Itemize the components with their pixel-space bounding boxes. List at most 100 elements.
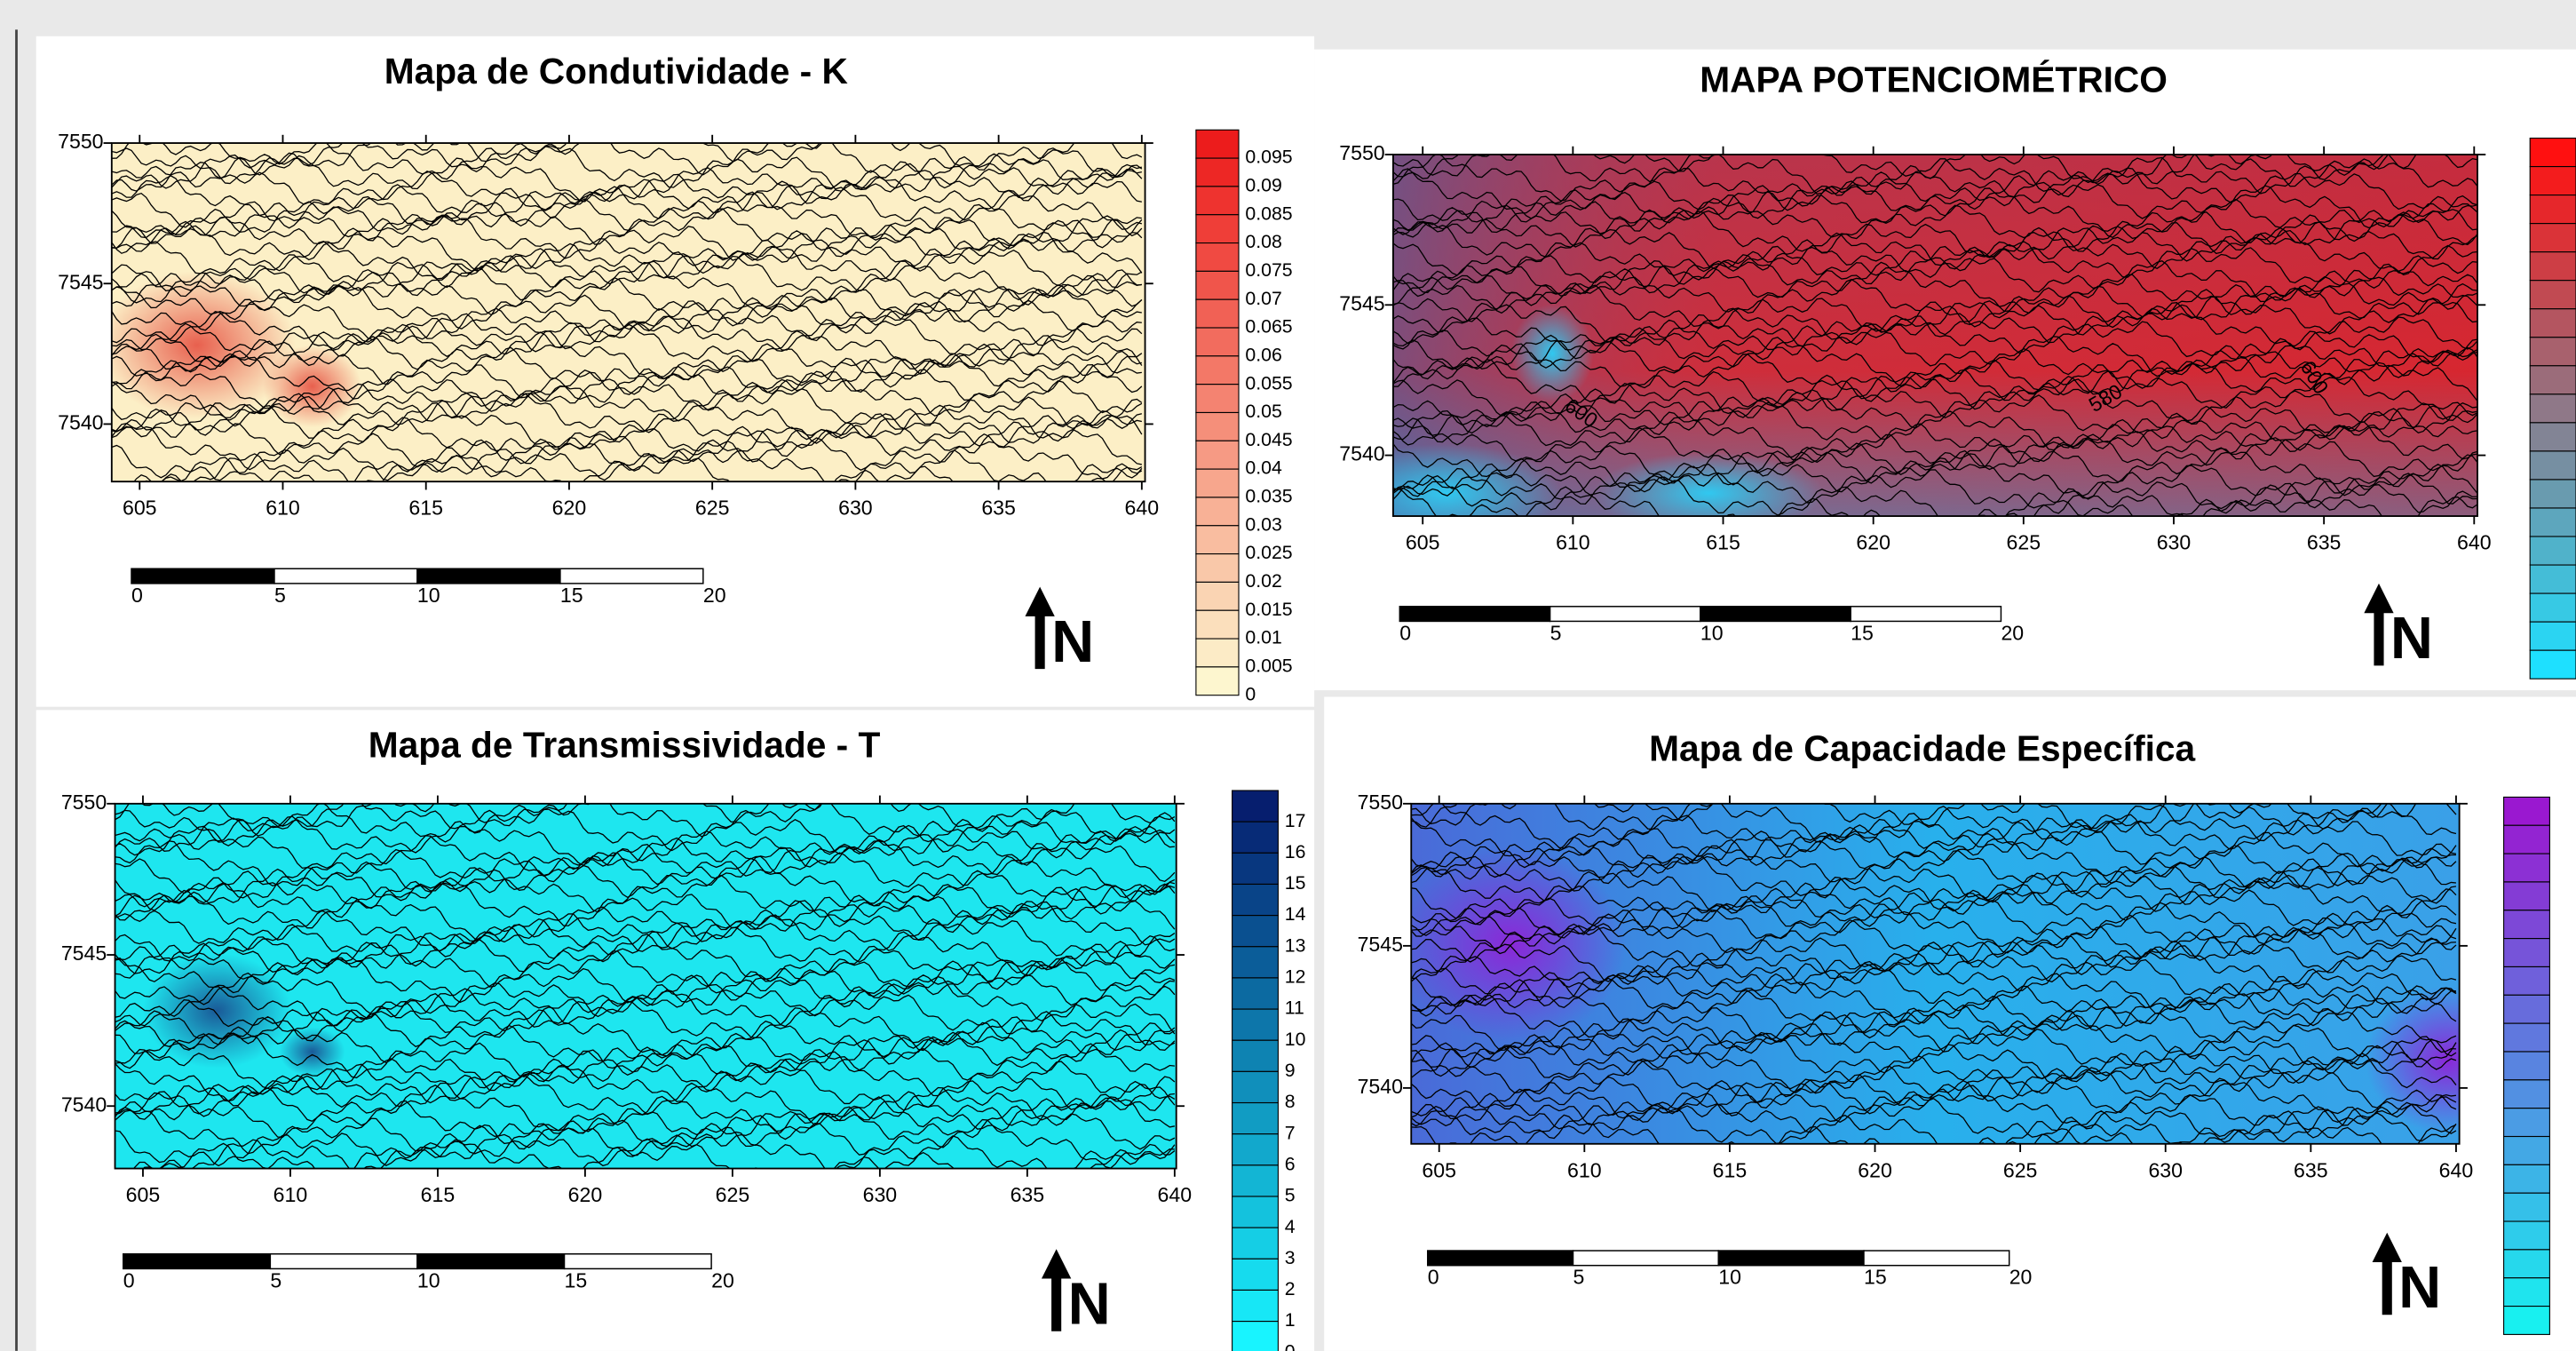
y-tick-label: 7540 xyxy=(1339,442,1384,465)
legend-swatch xyxy=(1233,791,1279,822)
scale-label: 5 xyxy=(1573,1266,1584,1289)
legend-swatch xyxy=(1233,853,1279,884)
x-tick-label: 610 xyxy=(1567,1158,1602,1181)
legend-swatch xyxy=(2530,167,2576,195)
y-tick-label: 7545 xyxy=(58,270,103,293)
legend-label: 0 xyxy=(1285,1340,1296,1351)
legend-swatch xyxy=(1233,1290,1279,1321)
x-tick-label: 625 xyxy=(2007,531,2041,554)
legend-swatch xyxy=(1196,385,1239,413)
scale-label: 20 xyxy=(703,584,726,607)
scale-label: 15 xyxy=(1851,621,1874,644)
legend-label: 0.04 xyxy=(1245,457,1282,479)
x-tick-label: 630 xyxy=(2148,1158,2183,1181)
x-tick-label: 605 xyxy=(1422,1158,1456,1181)
legend-swatch xyxy=(1196,582,1239,610)
y-tick-label: 7550 xyxy=(58,130,103,153)
legend-label: 12 xyxy=(1285,966,1306,988)
legend-swatch xyxy=(1196,328,1239,356)
scale-segment xyxy=(1700,607,1851,622)
legend-swatch xyxy=(2530,366,2576,394)
x-tick-label: 625 xyxy=(716,1183,750,1206)
legend-label: 16 xyxy=(1285,841,1306,862)
legend-swatch xyxy=(1196,610,1239,639)
x-tick-label: 635 xyxy=(2294,1158,2328,1181)
scale-label: 0 xyxy=(1399,621,1411,644)
legend-swatch xyxy=(1196,639,1239,667)
legend-swatch xyxy=(1196,497,1239,526)
scale-label: 15 xyxy=(565,1268,588,1291)
legend-swatch xyxy=(1233,1071,1279,1102)
scale-label: 20 xyxy=(2001,621,2024,644)
legend-swatch xyxy=(2504,1080,2550,1109)
scale-segment xyxy=(274,568,417,584)
legend-swatch xyxy=(1233,1103,1279,1134)
legend-swatch xyxy=(1233,1165,1279,1196)
legend-swatch xyxy=(2504,1164,2550,1193)
scale-label: 5 xyxy=(1550,621,1562,644)
legend-swatch xyxy=(1196,130,1239,158)
legend-swatch xyxy=(1233,1134,1279,1165)
y-tick-label: 7540 xyxy=(58,411,103,434)
x-tick-label: 625 xyxy=(2003,1158,2038,1181)
legend-swatch xyxy=(1233,1228,1279,1259)
x-tick-label: 615 xyxy=(408,497,443,520)
legend-swatch xyxy=(2530,565,2576,593)
scale-segment xyxy=(131,568,274,584)
legend-swatch xyxy=(2504,966,2550,995)
legend-label: 0.03 xyxy=(1245,513,1281,535)
legend-swatch xyxy=(2530,394,2576,423)
legend-label: 15 xyxy=(1285,872,1306,894)
legend-swatch xyxy=(1196,215,1239,243)
scale-label: 5 xyxy=(274,584,286,607)
legend-swatch xyxy=(2530,480,2576,508)
legend-label: 0.01 xyxy=(1245,627,1281,648)
map-title: MAPA POTENCIOMÉTRICO xyxy=(1700,59,2168,99)
x-tick-label: 640 xyxy=(2457,531,2492,554)
scale-label: 10 xyxy=(1700,621,1724,644)
legend-swatch xyxy=(2504,825,2550,854)
legend-swatch xyxy=(2504,797,2550,825)
legend-swatch xyxy=(2530,252,2576,281)
map-title: Mapa de Condutividade - K xyxy=(384,51,848,91)
map-surface xyxy=(99,123,1145,501)
legend-label: 10 xyxy=(1285,1029,1306,1050)
legend-label: 0.055 xyxy=(1245,372,1292,393)
y-tick-label: 7550 xyxy=(1339,141,1384,164)
legend-label: 17 xyxy=(1285,810,1306,831)
legend-label: 0.06 xyxy=(1245,344,1281,365)
north-label: N xyxy=(1068,1271,1111,1337)
map-title: Mapa de Transmissividade - T xyxy=(369,725,881,766)
legend-label: 3 xyxy=(1285,1247,1296,1268)
legend-label: 2 xyxy=(1285,1278,1296,1299)
scale-segment xyxy=(123,1254,271,1269)
legend-label: 0.045 xyxy=(1245,429,1292,450)
legend-swatch xyxy=(1233,1259,1279,1290)
legend-swatch xyxy=(2504,1193,2550,1221)
legend-swatch xyxy=(2530,650,2576,679)
scale-segment xyxy=(565,1254,712,1269)
map-panel: MAPA POTENCIOMÉTRICO60058060060561061562… xyxy=(1314,50,2576,691)
legend-label: 0.09 xyxy=(1245,175,1281,196)
scale-segment xyxy=(1718,1251,1864,1266)
legend-label: 0 xyxy=(1245,683,1256,704)
x-tick-label: 620 xyxy=(1856,531,1890,554)
legend-swatch xyxy=(1233,1040,1279,1071)
y-tick-label: 7540 xyxy=(1358,1075,1403,1098)
scale-segment xyxy=(1864,1251,2009,1266)
map-panel: Mapa de Condutividade - K605610615620625… xyxy=(36,36,1314,707)
y-tick-label: 7545 xyxy=(1339,291,1384,314)
legend-swatch xyxy=(1196,271,1239,299)
legend-swatch xyxy=(2504,1250,2550,1278)
legend-swatch xyxy=(1196,554,1239,583)
north-label: N xyxy=(2390,606,2433,672)
scale-segment xyxy=(417,568,560,584)
y-tick-label: 7550 xyxy=(61,791,107,814)
legend-swatch xyxy=(2504,939,2550,967)
legend-label: 0.07 xyxy=(1245,288,1281,309)
legend-swatch xyxy=(1233,1196,1279,1228)
legend-swatch xyxy=(2504,1052,2550,1080)
legend-label: 7 xyxy=(1285,1122,1296,1143)
legend-swatch xyxy=(1196,667,1239,695)
